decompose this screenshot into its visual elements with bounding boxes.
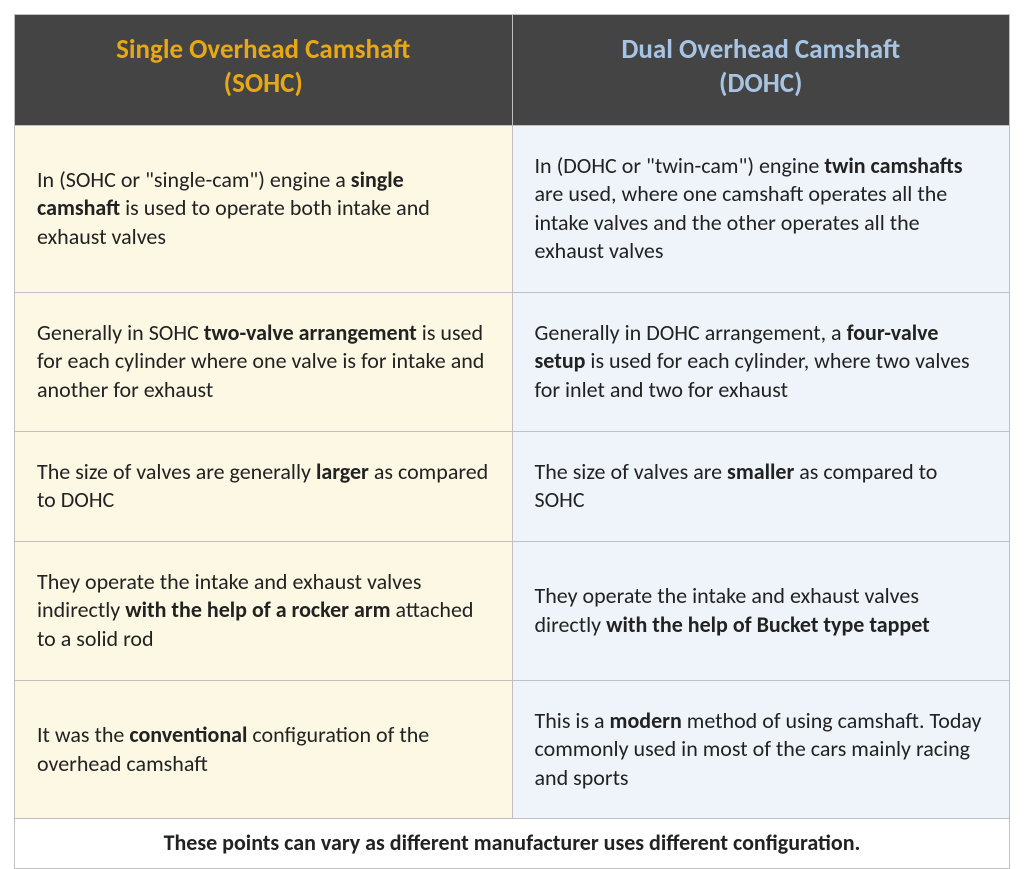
- table-row: They operate the intake and exhaust valv…: [15, 541, 1010, 680]
- cell-text-post: are used, where one camshaft operates al…: [535, 180, 948, 264]
- cell-text-bold: conventional: [129, 721, 247, 748]
- comparison-table: Single Overhead Camshaft (SOHC) Dual Ove…: [14, 14, 1010, 869]
- cell-text-bold: smaller: [727, 458, 794, 485]
- cell-text-bold: larger: [316, 458, 369, 485]
- dohc-cell: Generally in DOHC arrangement, a four-va…: [512, 292, 1010, 431]
- cell-text-bold: two-valve arrangement: [204, 319, 417, 346]
- table-row: The size of valves are generally larger …: [15, 431, 1010, 541]
- header-row: Single Overhead Camshaft (SOHC) Dual Ove…: [15, 15, 1010, 126]
- footer-row: These points can vary as different manuf…: [15, 819, 1010, 869]
- sohc-cell: They operate the intake and exhaust valv…: [15, 541, 513, 680]
- table-row: Generally in SOHC two-valve arrangement …: [15, 292, 1010, 431]
- dohc-cell: They operate the intake and exhaust valv…: [512, 541, 1010, 680]
- sohc-header-line1: Single Overhead Camshaft: [116, 33, 410, 66]
- sohc-cell: It was the conventional configuration of…: [15, 680, 513, 819]
- cell-text-pre: In (DOHC or "twin-cam") engine: [535, 152, 825, 179]
- dohc-cell: The size of valves are smaller as compar…: [512, 431, 1010, 541]
- cell-text-bold: with the help of Bucket type tappet: [606, 611, 930, 638]
- sohc-cell: In (SOHC or "single-cam") engine a singl…: [15, 125, 513, 292]
- sohc-cell: Generally in SOHC two-valve arrangement …: [15, 292, 513, 431]
- dohc-cell: This is a modern method of using camshaf…: [512, 680, 1010, 819]
- cell-text-pre: The size of valves are generally: [37, 458, 316, 485]
- cell-text-pre: It was the: [37, 721, 129, 748]
- dohc-header: Dual Overhead Camshaft (DOHC): [512, 15, 1010, 126]
- cell-text-pre: Generally in SOHC: [37, 319, 204, 346]
- cell-text-bold: twin camshafts: [824, 152, 962, 179]
- cell-text-post: is used for each cylinder, where two val…: [535, 347, 970, 403]
- footer-note: These points can vary as different manuf…: [15, 819, 1010, 869]
- dohc-header-line1: Dual Overhead Camshaft: [621, 33, 900, 66]
- sohc-header-line2: (SOHC): [224, 67, 303, 100]
- cell-text-bold: with the help of a rocker arm: [125, 596, 390, 623]
- cell-text-pre: Generally in DOHC arrangement, a: [535, 319, 847, 346]
- dohc-cell: In (DOHC or "twin-cam") engine twin cams…: [512, 125, 1010, 292]
- table-row: In (SOHC or "single-cam") engine a singl…: [15, 125, 1010, 292]
- cell-text-bold: modern: [610, 707, 682, 734]
- dohc-header-line2: (DOHC): [719, 67, 802, 100]
- table-row: It was the conventional configuration of…: [15, 680, 1010, 819]
- cell-text-pre: The size of valves are: [535, 458, 728, 485]
- table-body: In (SOHC or "single-cam") engine a singl…: [15, 125, 1010, 819]
- cell-text-pre: In (SOHC or "single-cam") engine a: [37, 166, 351, 193]
- sohc-header: Single Overhead Camshaft (SOHC): [15, 15, 513, 126]
- cell-text-pre: This is a: [535, 707, 610, 734]
- sohc-cell: The size of valves are generally larger …: [15, 431, 513, 541]
